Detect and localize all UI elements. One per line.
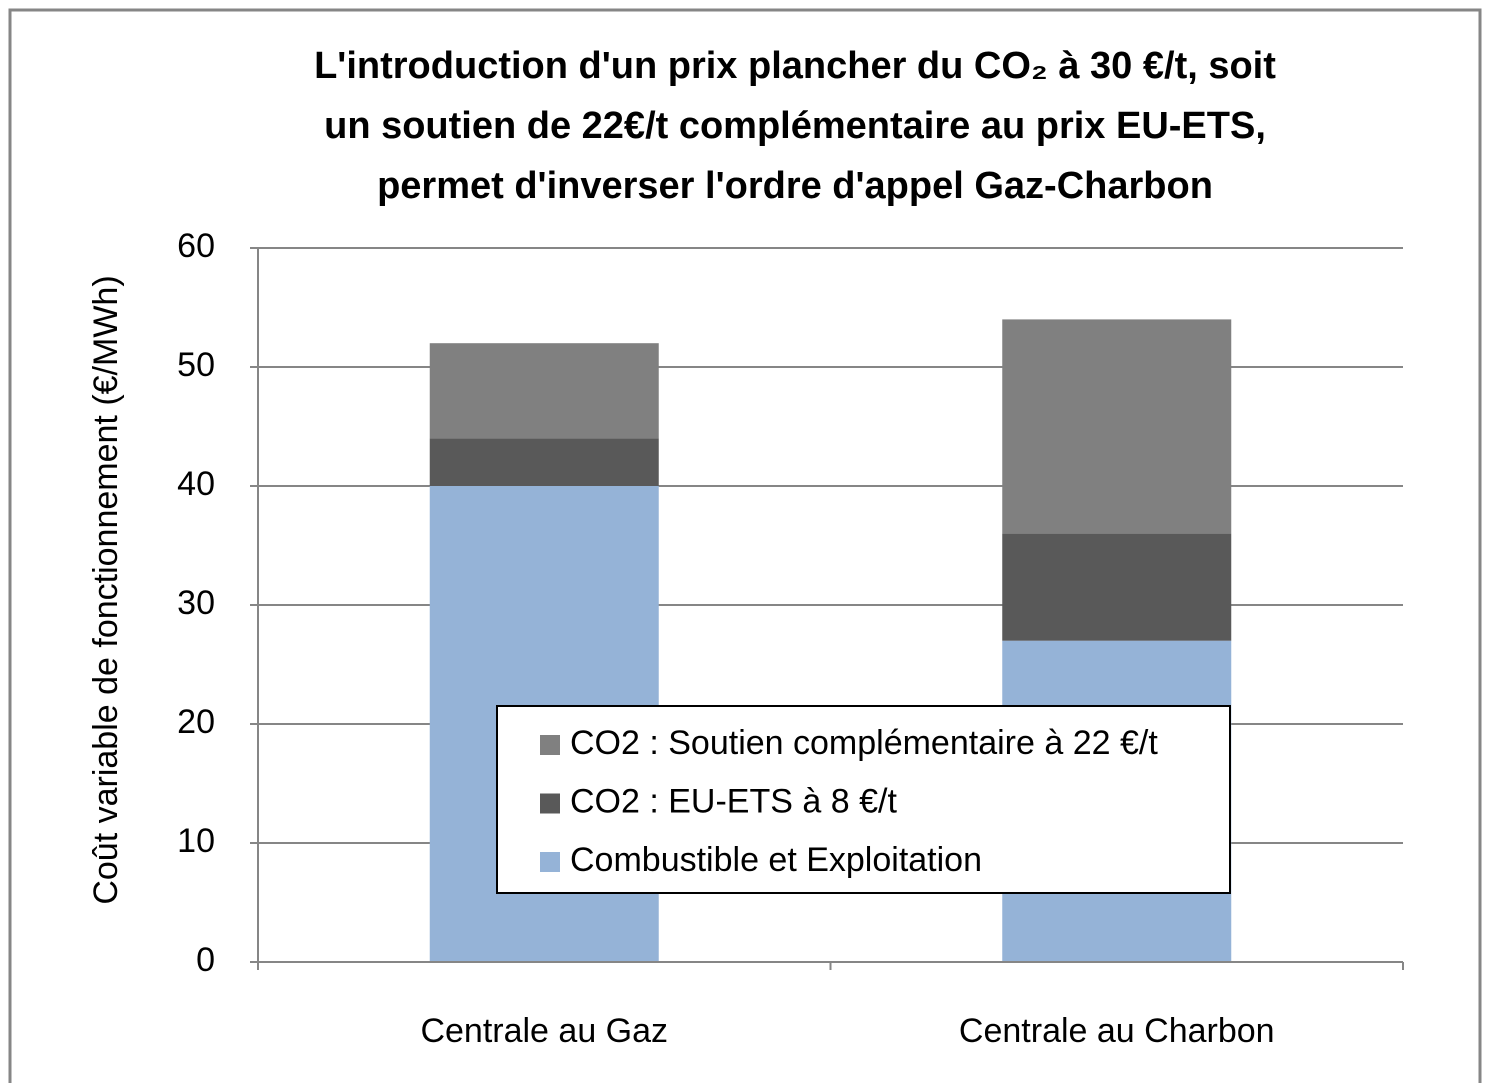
chart-title: L'introduction d'un prix plancher du CO₂… [314, 45, 1276, 87]
bar-segment [429, 438, 659, 486]
legend-label: Combustible et Exploitation [570, 841, 982, 879]
chart-border [8, 8, 1482, 1083]
x-tick-label: Centrale au Charbon [959, 1012, 1275, 1050]
chart-title: permet d'inverser l'ordre d'appel Gaz-Ch… [377, 165, 1213, 207]
y-tick-label: 10 [177, 822, 215, 860]
legend-swatch [540, 852, 560, 872]
y-tick-label: 0 [196, 941, 215, 979]
y-axis-label: Coût variable de fonctionnement (€/MWh) [87, 275, 125, 904]
legend-swatch [540, 793, 560, 814]
y-tick-label: 50 [177, 346, 215, 384]
bar-segment [429, 343, 659, 439]
bar-segment [1002, 319, 1232, 534]
y-tick-label: 30 [177, 584, 215, 622]
y-tick-label: 20 [177, 703, 215, 741]
y-tick-label: 40 [177, 465, 215, 503]
legend-box [496, 705, 1231, 894]
bar-segment [1002, 533, 1232, 641]
x-tick-label: Centrale au Gaz [420, 1012, 668, 1050]
legend-swatch [540, 735, 560, 755]
y-tick-label: 60 [177, 227, 215, 265]
legend-label: CO2 : EU-ETS à 8 €/t [570, 782, 897, 820]
legend-label: CO2 : Soutien complémentaire à 22 €/t [570, 724, 1158, 762]
chart-title: un soutien de 22€/t complémentaire au pr… [324, 105, 1266, 147]
